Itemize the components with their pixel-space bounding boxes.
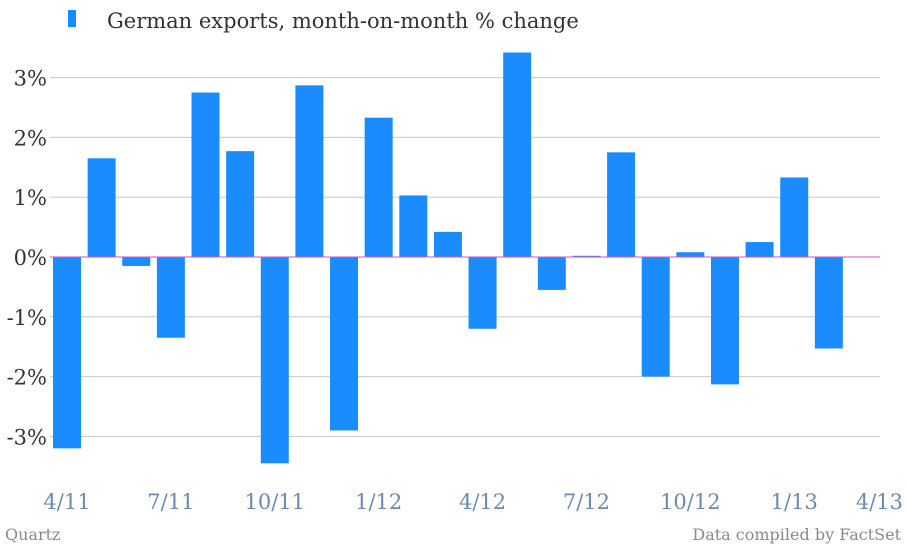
bar (676, 252, 705, 257)
bar (745, 242, 774, 257)
bar (295, 85, 324, 258)
y-axis-ticks: 3% 2% 1% 0% -1% -2% -3% (7, 67, 47, 450)
bar (364, 117, 393, 257)
bar-series (53, 52, 843, 464)
legend-swatch (68, 10, 76, 27)
bar (607, 152, 636, 257)
bar (53, 257, 81, 449)
legend-label: German exports, month-on-month % change (107, 9, 579, 33)
x-tick-label: 7/12 (563, 490, 610, 514)
x-tick-label: 10/11 (245, 490, 306, 514)
bar (641, 257, 670, 377)
x-tick-label: 10/12 (660, 490, 721, 514)
y-tick-label: 0% (14, 246, 47, 270)
bar (156, 257, 185, 338)
bar (399, 195, 428, 257)
y-tick-label: -1% (7, 306, 47, 330)
x-tick-label: 1/12 (355, 490, 402, 514)
bar (433, 231, 462, 257)
bar (537, 257, 566, 290)
bar (780, 177, 809, 257)
source-right: Data compiled by FactSet (692, 525, 901, 544)
y-tick-label: -2% (7, 366, 47, 390)
bar (468, 257, 497, 329)
gridlines (50, 77, 880, 437)
bar (122, 257, 151, 266)
source-left: Quartz (5, 525, 60, 544)
x-axis-ticks: 4/11 7/11 10/11 1/12 4/12 7/12 10/12 1/13 4/13 (43, 490, 903, 514)
y-tick-label: 3% (14, 67, 47, 91)
bar (503, 52, 532, 257)
x-tick-label: 4/13 (856, 490, 903, 514)
x-tick-label: 7/11 (147, 490, 194, 514)
bar (191, 92, 220, 257)
bar (87, 158, 116, 257)
bar (260, 257, 289, 464)
bar (330, 257, 359, 431)
y-tick-label: 1% (14, 186, 47, 210)
y-tick-label: 2% (14, 126, 47, 150)
bar (814, 257, 843, 349)
x-tick-label: 4/11 (43, 490, 90, 514)
y-tick-label: -3% (7, 425, 47, 449)
bar (226, 151, 255, 257)
x-tick-label: 1/13 (771, 490, 818, 514)
bar (710, 257, 739, 385)
bar (572, 255, 601, 257)
x-tick-label: 4/12 (459, 490, 506, 514)
